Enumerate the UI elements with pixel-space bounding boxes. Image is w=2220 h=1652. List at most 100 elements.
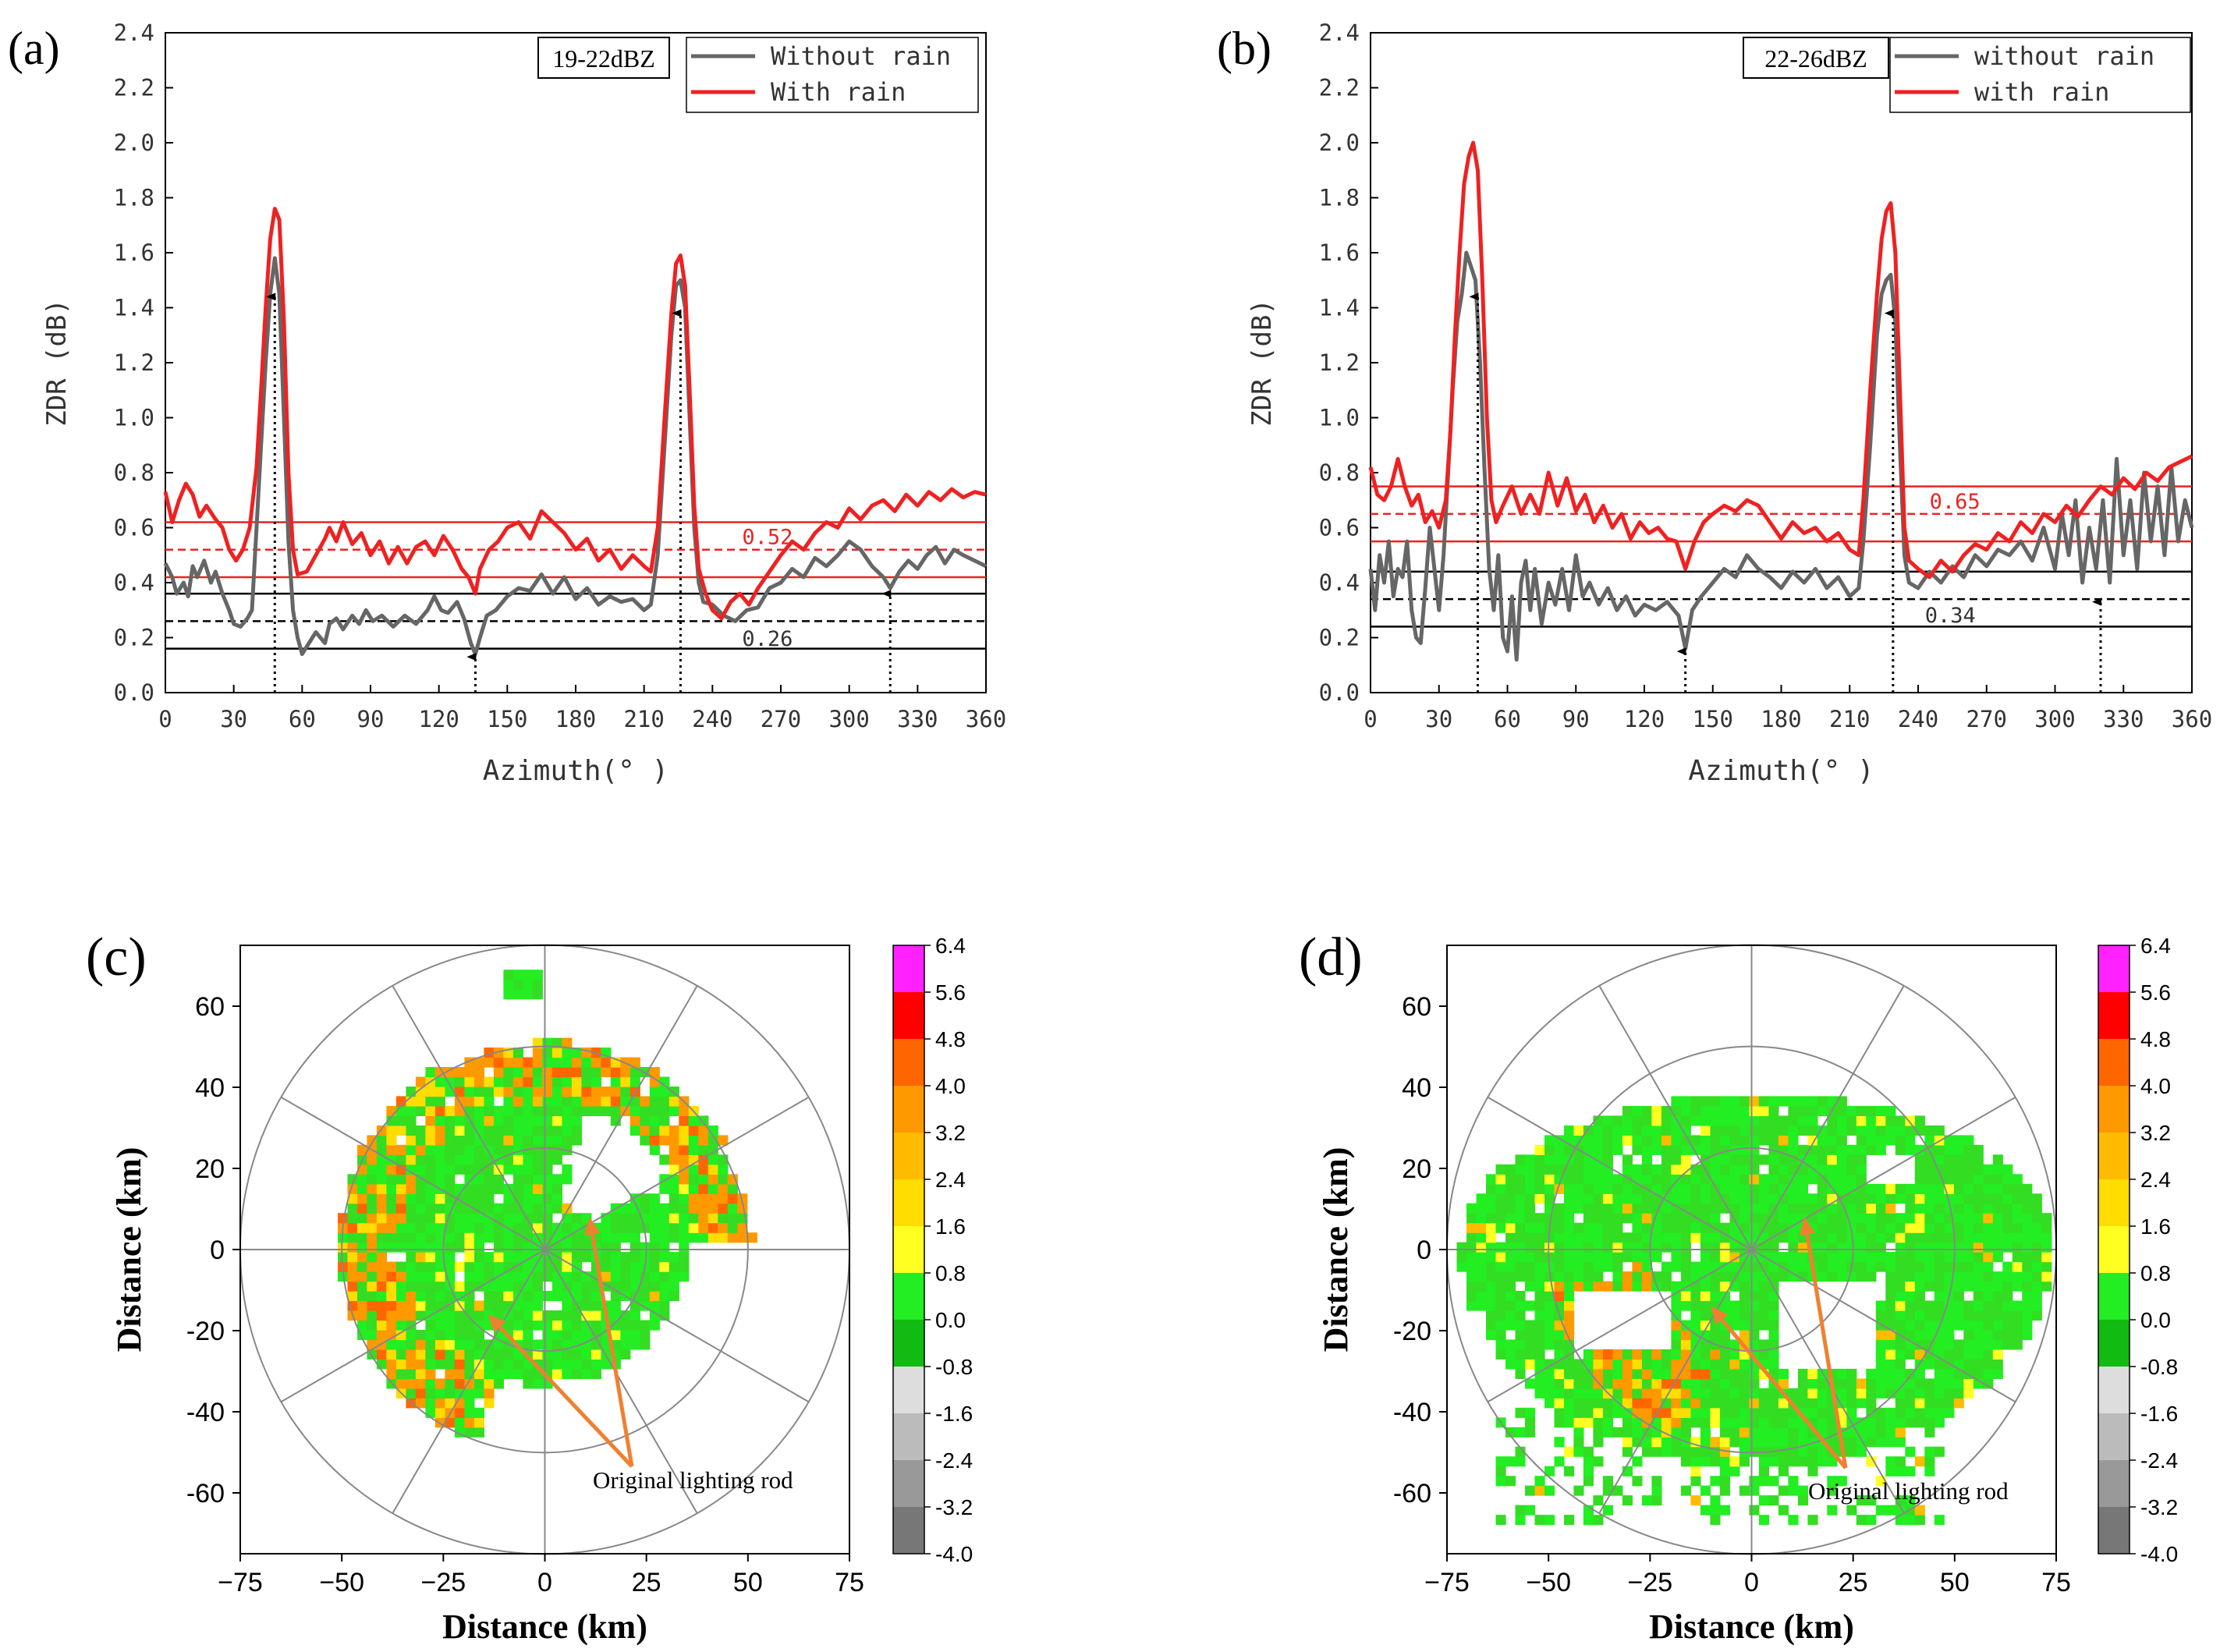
echo-cell [1914,1183,1925,1194]
echo-cell [1700,1125,1711,1136]
echo-cell [1807,1174,1818,1185]
colorbar-segment [893,992,924,1040]
echo-cell [1641,1261,1652,1272]
echo-cell [1534,1300,1545,1311]
echo-cell [1564,1378,1575,1389]
echo-cell [464,1310,475,1321]
echo-cell [571,1271,582,1282]
x-tick-label: −25 [420,1568,466,1597]
echo-cell [629,1057,640,1068]
echo-cell [523,989,534,1000]
echo-cell [571,1125,582,1136]
echo-cell [1856,1213,1867,1224]
echo-cell [2002,1203,2013,1214]
echo-cell [484,1359,495,1370]
echo-cell [512,1330,523,1341]
echo-cell [1885,1320,1896,1331]
echo-cell [1914,1368,1925,1379]
echo-cell [523,1320,534,1331]
echo-cell [1593,1232,1604,1243]
echo-cell [659,1115,670,1126]
echo-cell [1768,1125,1779,1136]
echo-cell [590,1076,601,1087]
echo-cell [445,1242,456,1253]
echo-cell [1768,1115,1779,1126]
echo-cell [1846,1242,1857,1253]
echo-cell [698,1222,709,1233]
echo-cell [1953,1388,1964,1399]
echo-cell [1534,1164,1545,1175]
echo-cell [1534,1476,1545,1487]
echo-cell [1934,1339,1945,1350]
echo-cell [415,1378,426,1389]
echo-cell [1486,1232,1497,1243]
echo-cell [523,1300,534,1311]
echo-cell [610,1222,621,1233]
echo-cell [1632,1183,1643,1194]
echo-cell [1573,1164,1584,1175]
echo-cell [1495,1193,1506,1204]
echo-cell [406,1388,417,1399]
echo-cell [523,1368,534,1379]
echo-cell [1934,1222,1945,1233]
echo-cell [454,1087,465,1097]
echo-cell [1710,1398,1721,1409]
echo-cell [1924,1252,1935,1263]
echo-cell [1768,1388,1779,1399]
echo-cell [2022,1222,2033,1233]
echo-cell [1612,1485,1623,1496]
echo-cell [464,1096,475,1107]
echo-cell [1583,1144,1594,1155]
echo-cell [1827,1144,1838,1155]
echo-cell [503,1135,514,1146]
echo-cell [1505,1310,1516,1321]
echo-cell [659,1232,670,1243]
echo-cell [668,1183,679,1194]
echo-cell [1856,1203,1867,1214]
echo-cell [406,1144,417,1155]
echo-cell [1934,1271,1945,1282]
echo-cell [1515,1310,1526,1321]
echo-cell [503,1057,514,1068]
echo-cell [1710,1271,1721,1282]
echo-cell [649,1135,660,1146]
echo-cell [1866,1183,1877,1194]
echo-cell [1768,1291,1779,1302]
echo-cell [1768,1427,1779,1438]
echo-cell [1700,1096,1711,1107]
echo-cell [1866,1437,1877,1448]
echo-cell [1515,1174,1526,1185]
echo-cell [1856,1515,1867,1526]
echo-cell [727,1174,738,1185]
echo-cell [1593,1427,1604,1438]
echo-cell [434,1115,445,1126]
echo-cell [376,1183,387,1194]
echo-cell [1856,1193,1867,1204]
echo-cell [1749,1368,1760,1379]
echo-cell [1641,1164,1652,1175]
echo-cell [562,1339,573,1350]
echo-cell [1983,1378,1994,1389]
echo-cell [523,1193,534,1204]
echo-cell [1895,1232,1906,1243]
echo-cell [473,1135,484,1146]
echo-cell [1554,1144,1565,1155]
echo-cell [1739,1417,1750,1428]
echo-cell [406,1232,417,1243]
echo-cell [551,1048,562,1058]
echo-cell [1817,1456,1828,1467]
x-tick-label: 300 [2034,706,2075,732]
echo-cell [581,1339,592,1350]
x-tick-label: 150 [487,706,527,732]
echo-cell [1924,1300,1935,1311]
echo-cell [1486,1174,1497,1185]
echo-cell [434,1291,445,1302]
echo-cell [1924,1174,1935,1185]
echo-cell [1515,1505,1526,1516]
echo-cell [1749,1144,1760,1155]
echo-cell [395,1154,406,1165]
echo-cell [395,1115,406,1126]
echo-cell [367,1252,378,1263]
panel-c: (c)−75 −50 −25 0 25 50 756040200-20-40-60Dista… [86,927,973,1646]
colorbar-tick-label: 5.6 [2140,980,2171,1005]
